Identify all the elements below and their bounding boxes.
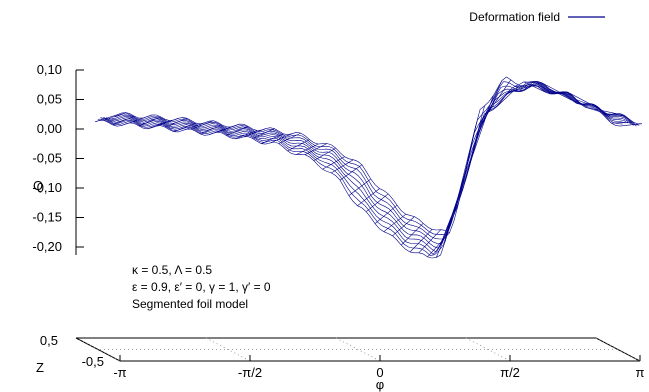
surface-line-z [269,133,293,144]
z-tick-label: 0,5 [40,333,58,348]
annotation-line: κ = 0.5, Λ = 0.5 [132,263,212,277]
surface-line-z [348,178,371,196]
surface-line-z [94,114,118,123]
surface-line-z [112,116,135,126]
surface-line-z [497,85,520,107]
surface-line-z [584,106,608,115]
surface-line-z [471,95,494,160]
phi-tick-label: -π/2 [238,365,262,380]
surface-line-phi [114,81,640,236]
phi-tick-label: π/2 [500,365,520,380]
surface-line-z [523,81,546,93]
surface-line-z [409,229,433,253]
surface-line-z [602,113,625,116]
floor-grid-line [205,337,251,362]
surface-line-z [357,188,380,206]
surface-line-phi [105,82,632,249]
surface-line-z [304,143,328,155]
surface-line-z [418,229,442,254]
surface-line-z [261,133,284,144]
phi-axis-label: φ [376,377,384,392]
surface-line-z [383,213,406,232]
q-tick-label: -0,20 [32,239,62,254]
surface-line-z [593,108,616,114]
surface-line-z [226,126,249,136]
surface-line-z [444,165,468,242]
z-axis-label: Z [36,360,44,375]
floor-grid-line [75,337,121,362]
surface-line-z [400,223,424,246]
phi-tick-label: π [636,365,645,380]
legend-label: Deformation field [469,10,560,24]
surface-line-z [234,130,258,140]
surface-line-z [217,123,240,133]
surface-line-z [278,132,301,144]
surface-line-z [427,232,450,258]
q-tick-label: 0,05 [37,92,62,107]
surface-line-z [322,156,345,170]
surface-line-phi [100,81,626,255]
surface-line-z [129,114,153,124]
surface-line-phi [116,76,643,234]
surface-line-phi [111,85,637,240]
surface-line-z [549,88,573,101]
surface-line-z [366,193,389,212]
surface-line-z [182,122,205,131]
surface-line-z [339,164,363,181]
surface-line-z [611,121,634,124]
surface-line-z [488,79,512,112]
surface-line-z [191,120,214,130]
surface-line-z [164,118,188,128]
z-tick-label: -0,5 [82,354,104,369]
surface-line-z [173,122,196,132]
q-tick-label: -0,05 [32,151,62,166]
floor-grid-line [595,337,641,362]
phi-tick-label: 0 [376,365,383,380]
surface-line-z [156,118,179,127]
surface-mesh [94,76,643,259]
surface-line-z [199,124,223,135]
q-axis-label: Q [33,178,43,193]
surface-line-z [541,82,564,95]
surface-line-z [619,123,643,127]
surface-line-phi [97,81,623,256]
surface-line-z [103,112,126,121]
surface-line-phi [108,83,634,244]
surface-line-z [558,92,581,105]
surface-line-z [208,126,231,136]
surface-line-z [138,116,161,127]
q-tick-label: 0,00 [37,121,62,136]
surface-line-z [243,128,266,138]
annotation-line: ε = 0.9, ε′ = 0, γ = 1, γ′ = 0 [132,280,271,294]
surface-line-z [453,125,476,215]
surface-line-z [331,159,354,174]
surface-line-z [436,204,459,258]
surface-line-z [567,91,590,104]
floor-grid-line [335,337,381,362]
surface-line-z [296,143,319,155]
phi-tick-label: -π [113,365,126,380]
surface-line-z [576,99,599,109]
q-tick-label: -0,15 [32,210,62,225]
q-tick-label: -0,10 [32,180,62,195]
surface-line-z [479,80,503,126]
surface-line-z [287,139,310,152]
surface-line-z [462,105,485,191]
surface-line-phi [103,81,629,253]
q-tick-label: 0,10 [37,62,62,77]
surface-line-z [147,120,170,130]
surface-line-z [252,128,275,139]
surface-line-z [313,147,336,161]
surface-line-z [532,81,555,95]
surface-line-z [374,204,398,224]
annotation-line: Segmented foil model [132,297,248,311]
surface-line-z [392,216,415,237]
